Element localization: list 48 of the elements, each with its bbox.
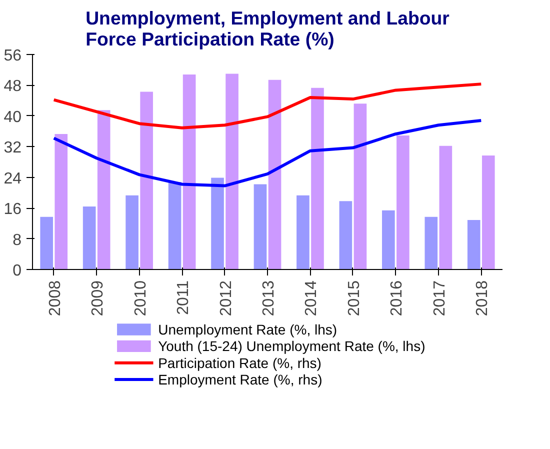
bar [226,74,238,270]
legend-label: Youth (15-24) Unemployment Rate (%, lhs) [158,338,426,354]
bar [254,184,267,270]
bar [268,80,282,270]
x-tick-label: 2011 [175,280,192,315]
y-tick-label: 24 [4,170,22,188]
legend-label: Unemployment Rate (%, lhs) [158,322,338,338]
x-tick-label: 2014 [303,280,320,316]
y-tick-label: 32 [4,140,22,157]
y-tick-label: 0 [12,262,22,280]
y-tick-label: 48 [4,78,22,96]
legend-label: Participation Rate (%, rhs) [158,354,322,371]
bar [168,182,182,270]
bar [97,110,110,270]
bar [354,104,367,270]
bar [439,146,452,270]
bar [54,134,68,270]
bar [296,195,310,270]
bar [126,195,138,270]
y-tick-label: 16 [4,201,22,218]
bar [482,155,495,270]
x-tick-label: 2009 [90,280,107,316]
bar [140,92,153,270]
bar [382,210,395,270]
x-tick-label: 2018 [474,280,492,316]
x-tick-label: 2016 [388,280,406,316]
line-series [52,119,483,188]
bar [82,206,96,270]
x-tick-label: 2017 [431,280,448,316]
bar [424,216,438,270]
x-tick-label: 2008 [46,280,64,316]
bar [311,88,324,270]
bar [467,220,480,270]
legend-label: Employment Rate (%, rhs) [158,372,322,388]
y-tick-label: 8 [12,232,22,249]
bar [339,201,352,270]
x-tick-label: 2013 [260,280,278,316]
bar [182,74,196,270]
x-tick-label: 2012 [218,280,235,316]
y-tick-label: 40 [4,108,22,126]
x-tick-label: 2015 [346,280,363,316]
line-series [52,82,483,130]
x-tick-label: 2010 [132,280,150,316]
bar [396,136,410,270]
bar [211,178,224,270]
chart-title: Unemployment, Employment and Labour Force Participation Rate (%) [86,8,450,50]
y-tick-label: 56 [4,48,22,64]
bar [40,216,54,270]
